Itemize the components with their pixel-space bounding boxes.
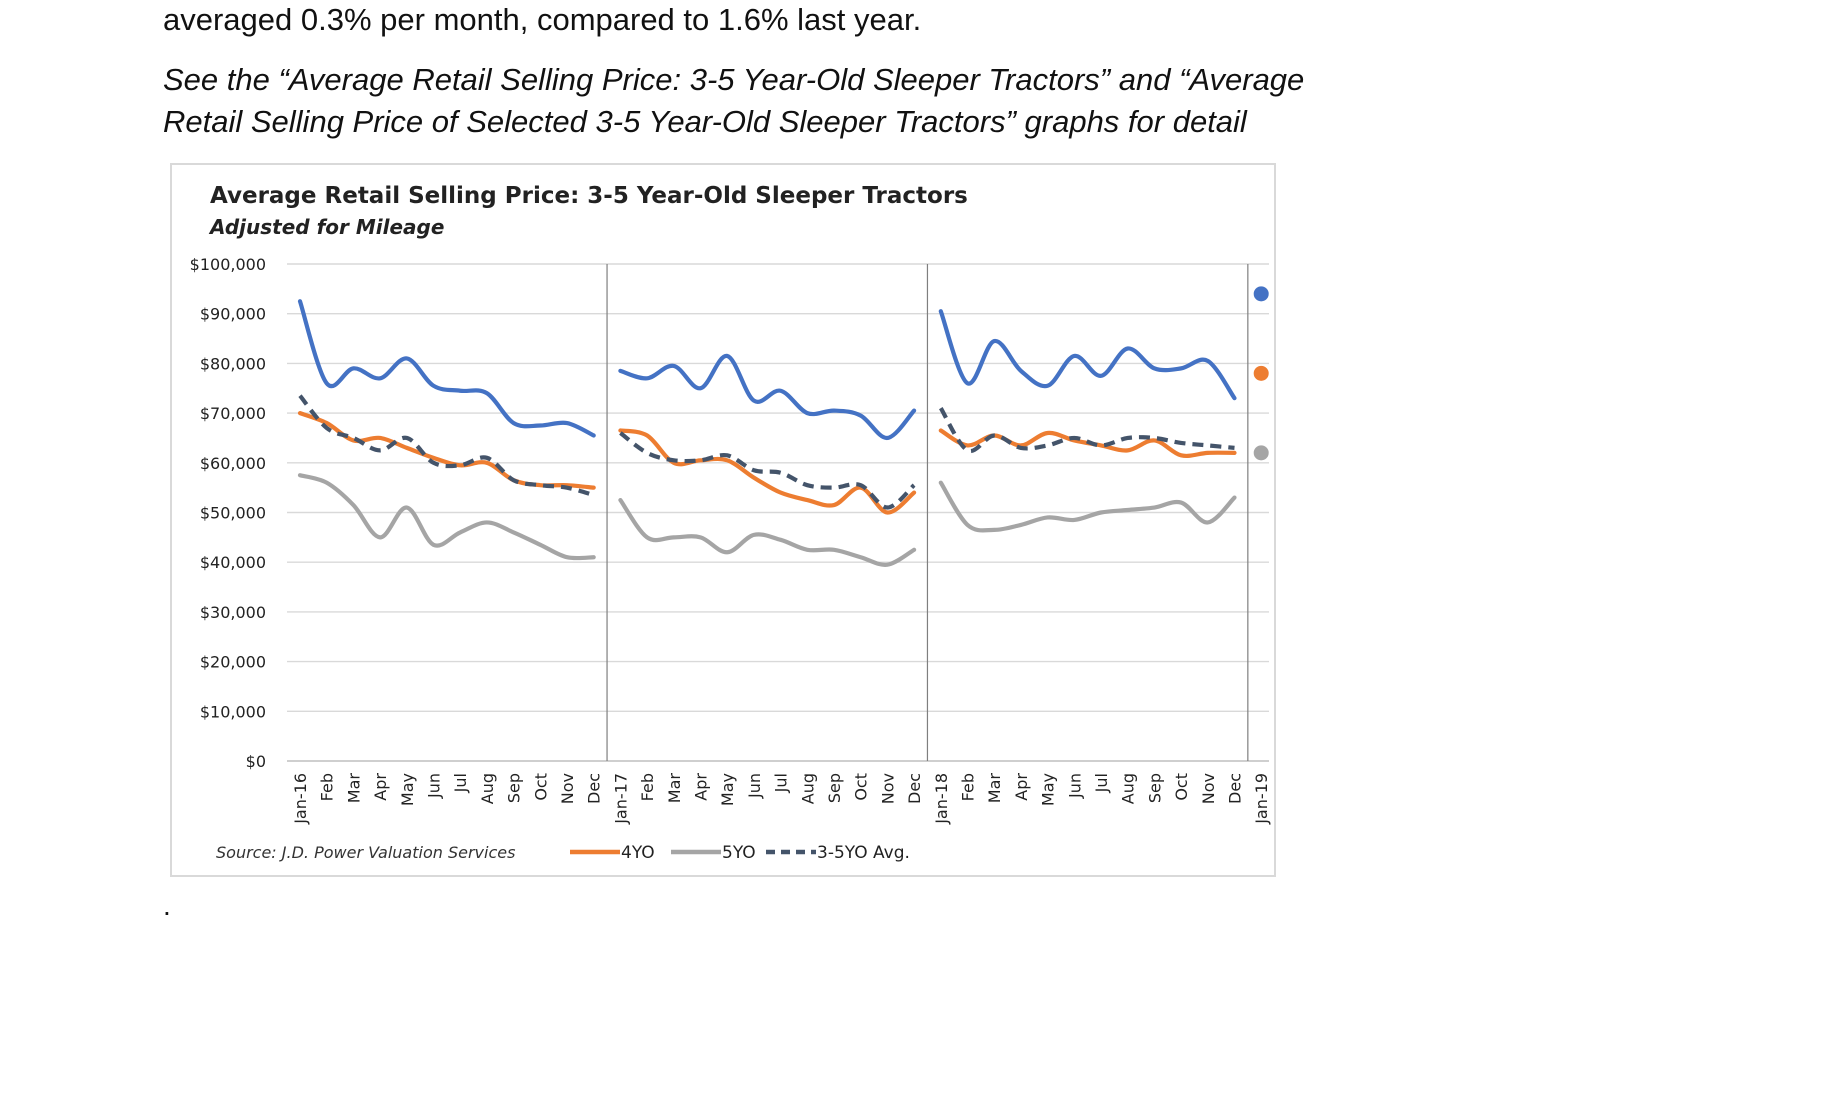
x-tick-label: May bbox=[398, 773, 417, 806]
x-tick-label: Jan-17 bbox=[611, 773, 630, 825]
series-line-blue bbox=[618, 353, 917, 441]
x-tick-label: Jun bbox=[425, 773, 444, 799]
y-tick-label: $30,000 bbox=[200, 603, 266, 622]
x-tick-label: Nov bbox=[878, 773, 897, 804]
y-tick-label: $10,000 bbox=[200, 702, 266, 721]
chart-frame: Average Retail Selling Price: 3-5 Year-O… bbox=[170, 163, 1276, 877]
series-line-avg bbox=[619, 431, 916, 510]
intro-paragraph: averaged 0.3% per month, compared to 1.6… bbox=[163, 2, 922, 37]
y-tick-label: $70,000 bbox=[200, 404, 266, 423]
x-tick-label: Mar bbox=[665, 773, 684, 804]
line-chart: Average Retail Selling Price: 3-5 Year-O… bbox=[190, 183, 1272, 863]
y-tick-label: $40,000 bbox=[200, 553, 266, 572]
x-tick-label: Feb bbox=[959, 773, 978, 801]
see-note-line-1: See the “Average Retail Selling Price: 3… bbox=[163, 62, 1305, 97]
series-line-avg bbox=[298, 394, 595, 498]
x-tick-label: Jun bbox=[1065, 773, 1084, 799]
x-tick-label: Mar bbox=[985, 773, 1004, 804]
series-line-4yo bbox=[618, 428, 917, 515]
trailing-period: . bbox=[163, 890, 171, 921]
x-tick-label: Jun bbox=[745, 773, 764, 799]
see-note-line-2: Retail Selling Price of Selected 3-5 Yea… bbox=[163, 104, 1247, 139]
x-tick-label: May bbox=[718, 773, 737, 806]
legend-label-avg: 3-5YO Avg. bbox=[817, 843, 910, 863]
x-tick-label: Nov bbox=[558, 773, 577, 804]
y-tick-label: $90,000 bbox=[200, 305, 266, 324]
x-axis-ticks: Jan-16 Feb Mar Apr May Jun Jul Aug Sep Oct Nov Dec J… bbox=[291, 773, 1271, 825]
y-tick-label: $80,000 bbox=[200, 354, 266, 373]
x-tick-label: Oct bbox=[1172, 773, 1191, 801]
y-tick-label: $20,000 bbox=[200, 653, 266, 672]
x-tick-label: Jul bbox=[451, 773, 470, 793]
series-line-5yo bbox=[618, 497, 917, 567]
x-tick-label: Oct bbox=[531, 773, 550, 801]
chart-title: Average Retail Selling Price: 3-5 Year-O… bbox=[210, 183, 968, 209]
legend: 4YO 5YO 3-5YO Avg. bbox=[570, 843, 910, 863]
jan19-point-4yo bbox=[1253, 365, 1269, 381]
y-tick-label: $100,000 bbox=[190, 255, 266, 274]
series-line-5yo bbox=[938, 480, 1237, 533]
series-line-5yo bbox=[297, 473, 596, 561]
x-tick-label: Dec bbox=[1226, 773, 1245, 804]
x-tick-label: Dec bbox=[585, 773, 604, 804]
x-tick-label: Apr bbox=[692, 773, 711, 801]
series-line-4yo bbox=[297, 411, 596, 490]
jan19-point-blue bbox=[1253, 286, 1269, 302]
x-tick-label: Sep bbox=[1145, 773, 1164, 803]
series-lines bbox=[297, 286, 1269, 567]
x-tick-label: May bbox=[1039, 773, 1058, 806]
y-tick-label: $0 bbox=[246, 752, 266, 771]
x-tick-label: Apr bbox=[1012, 773, 1031, 801]
x-tick-label: Jan-18 bbox=[932, 773, 951, 825]
legend-label-4yo: 4YO bbox=[621, 843, 655, 863]
series-line-avg bbox=[938, 407, 1235, 454]
x-tick-label: Sep bbox=[505, 773, 524, 803]
chart-subtitle: Adjusted for Mileage bbox=[208, 215, 444, 239]
x-tick-label: Sep bbox=[825, 773, 844, 803]
series-line-blue bbox=[297, 299, 596, 438]
x-tick-label: Aug bbox=[1119, 773, 1138, 804]
year-dividers bbox=[606, 264, 1249, 761]
x-tick-label: Jul bbox=[1092, 773, 1111, 793]
x-tick-label: Aug bbox=[478, 773, 497, 804]
x-tick-label: Feb bbox=[638, 773, 657, 801]
x-tick-label: Mar bbox=[344, 773, 363, 804]
legend-label-5yo: 5YO bbox=[722, 843, 756, 863]
y-tick-label: $60,000 bbox=[200, 454, 266, 473]
jan19-point-5yo bbox=[1253, 445, 1269, 461]
y-axis-ticks: $0 $10,000 $20,000 $30,000 $40,000 $50,000 $60… bbox=[190, 255, 266, 771]
x-tick-label: Dec bbox=[905, 773, 924, 804]
x-tick-label: Aug bbox=[798, 773, 817, 804]
x-tick-label: Nov bbox=[1199, 773, 1218, 804]
x-tick-label: Feb bbox=[318, 773, 337, 801]
x-tick-label: Oct bbox=[852, 773, 871, 801]
x-tick-label: Apr bbox=[371, 773, 390, 801]
x-tick-label: Jan-19 bbox=[1252, 773, 1271, 825]
source-note: Source: J.D. Power Valuation Services bbox=[216, 843, 515, 862]
y-tick-label: $50,000 bbox=[200, 504, 266, 523]
x-tick-label: Jan-16 bbox=[291, 773, 310, 825]
x-tick-label: Jul bbox=[772, 773, 791, 793]
series-line-blue bbox=[938, 309, 1237, 401]
